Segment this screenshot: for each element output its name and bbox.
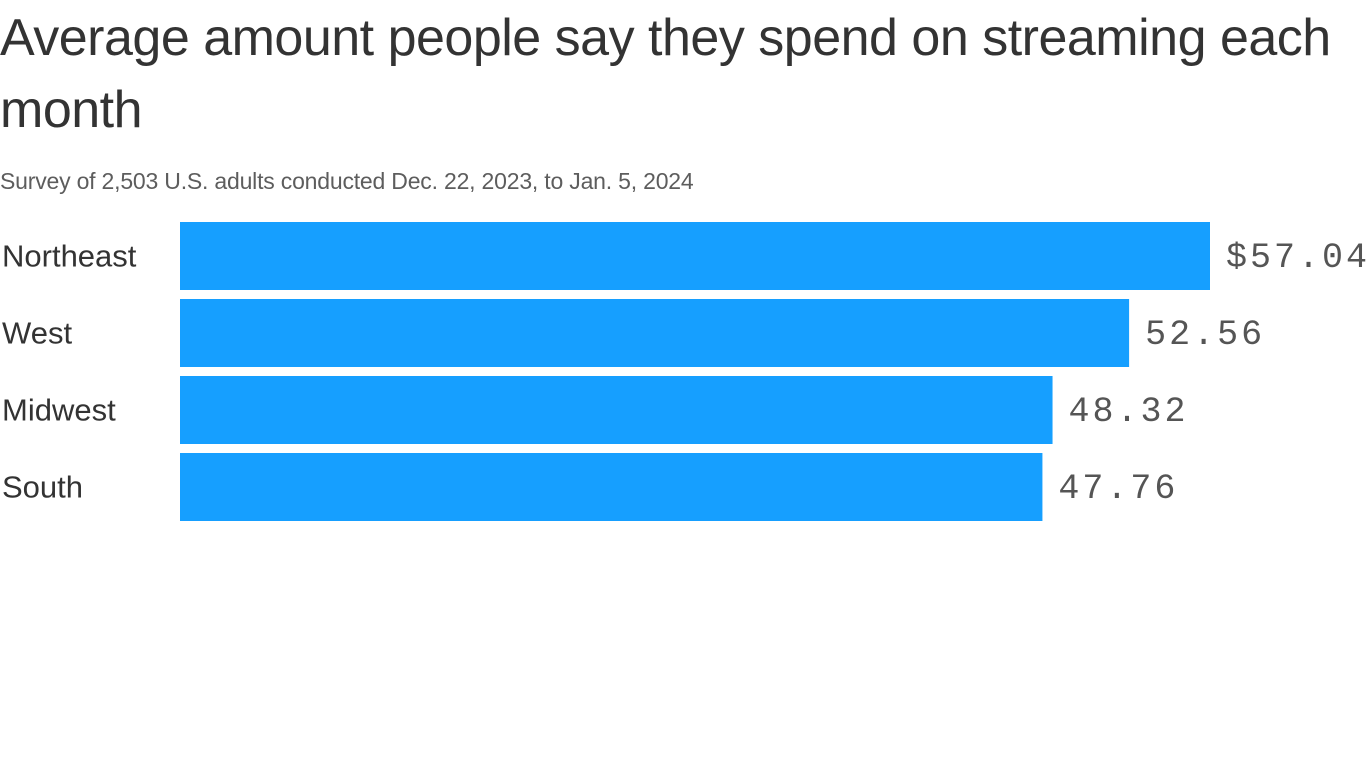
- bar-south: [180, 453, 1043, 521]
- category-label-south: South: [2, 470, 83, 505]
- chart-title: Average amount people say they spend on …: [0, 9, 1331, 139]
- value-label-west: 52.56: [1145, 315, 1265, 355]
- category-label-midwest: Midwest: [2, 393, 116, 428]
- value-label-south: 47.76: [1058, 469, 1178, 509]
- value-label-midwest: 48.32: [1069, 392, 1189, 432]
- category-label-northeast: Northeast: [2, 239, 137, 274]
- bar-west: [180, 299, 1130, 367]
- value-label-northeast: $57.04: [1226, 238, 1366, 278]
- category-label-west: West: [2, 316, 72, 351]
- bar-northeast: [180, 222, 1210, 290]
- bar-midwest: [180, 376, 1053, 444]
- chart-subtitle: Survey of 2,503 U.S. adults conducted De…: [0, 168, 694, 194]
- bar-chart: Northeast $57.04 West 52.56 Midwest 48.32 Sout…: [2, 222, 1366, 521]
